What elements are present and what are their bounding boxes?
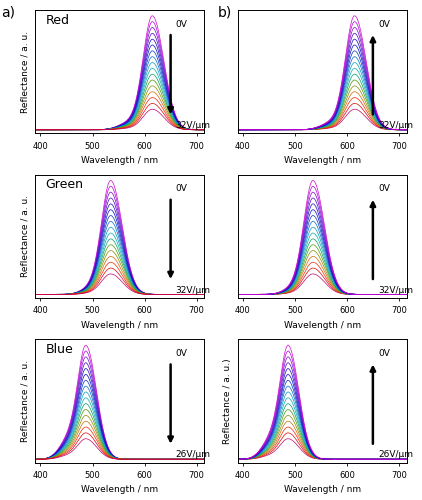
Text: 0V: 0V (176, 349, 187, 358)
X-axis label: Wavelength / nm: Wavelength / nm (284, 321, 361, 330)
X-axis label: Wavelength / nm: Wavelength / nm (81, 486, 158, 494)
Text: 26V/μm: 26V/μm (176, 450, 211, 459)
Text: 0V: 0V (378, 20, 390, 28)
Text: 0V: 0V (378, 349, 390, 358)
Text: b): b) (217, 5, 232, 19)
Text: 0V: 0V (176, 20, 187, 28)
Text: Red: Red (46, 14, 70, 27)
Text: 26V/μm: 26V/μm (378, 450, 413, 459)
Text: Blue: Blue (46, 343, 73, 356)
Text: Green: Green (46, 178, 84, 192)
Text: 32V/μm: 32V/μm (176, 121, 211, 130)
Y-axis label: Reflectance / a. u.: Reflectance / a. u. (21, 196, 30, 278)
Y-axis label: Reflectance / a. u.): Reflectance / a. u.) (223, 358, 232, 444)
Text: a): a) (1, 5, 16, 19)
Text: 32V/μm: 32V/μm (176, 286, 211, 294)
X-axis label: Wavelength / nm: Wavelength / nm (284, 486, 361, 494)
Text: 0V: 0V (176, 184, 187, 193)
Text: 32V/μm: 32V/μm (378, 286, 413, 294)
Y-axis label: Reflectance / a. u.: Reflectance / a. u. (21, 360, 30, 442)
Y-axis label: Reflectance / a. u.: Reflectance / a. u. (21, 30, 30, 112)
X-axis label: Wavelength / nm: Wavelength / nm (81, 321, 158, 330)
X-axis label: Wavelength / nm: Wavelength / nm (284, 156, 361, 165)
Text: 0V: 0V (378, 184, 390, 193)
X-axis label: Wavelength / nm: Wavelength / nm (81, 156, 158, 165)
Text: 32V/μm: 32V/μm (378, 121, 413, 130)
